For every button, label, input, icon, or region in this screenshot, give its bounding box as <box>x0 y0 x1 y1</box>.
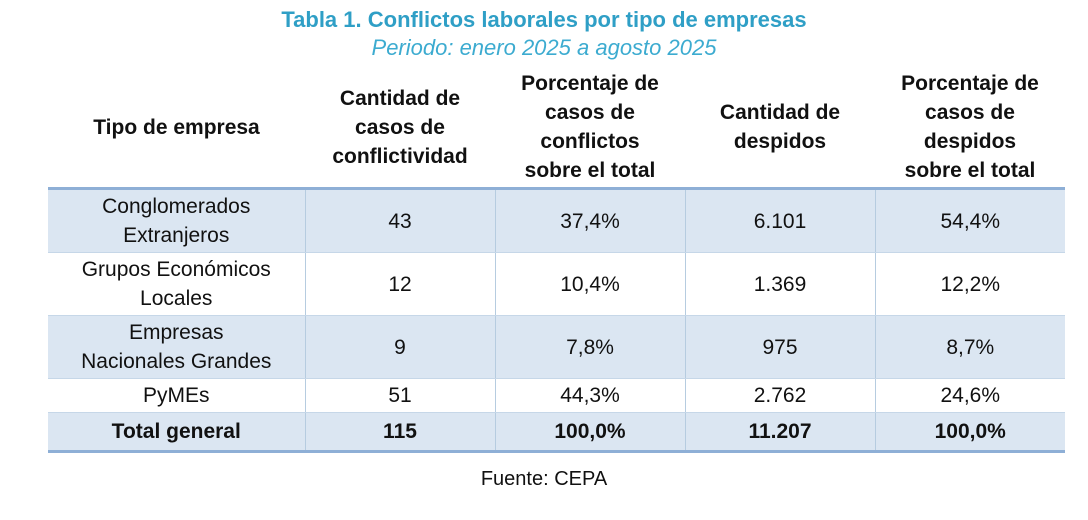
value-cell: 9 <box>305 315 496 379</box>
value-cell: 100,0% <box>875 412 1065 453</box>
source-note: Fuente: CEPA <box>480 468 608 490</box>
header-tipo-de-empresa: Tipo de empresa <box>48 67 305 189</box>
value-cell: 115 <box>305 412 496 453</box>
header-porcentaje-conflictos: Porcentaje de casos de conflictos sobre … <box>495 67 685 189</box>
value-cell: 8,7% <box>875 315 1065 379</box>
table-title: Tabla 1. Conflictos laborales por tipo d… <box>281 7 807 32</box>
total-row: Total general 115 100,0% 11.207 100,0% <box>48 412 1065 453</box>
row-label-cell: Conglomerados Extranjeros <box>48 187 306 253</box>
value-cell: 2.762 <box>685 378 876 413</box>
value-cell: 975 <box>685 315 876 379</box>
value-cell: 12,2% <box>875 252 1065 316</box>
header-row: Tipo de empresa Cantidad de casos de con… <box>48 67 1065 189</box>
row-label-cell: PyMEs <box>48 378 306 413</box>
table-row: Empresas Nacionales Grandes 9 7,8% 975 8,7% <box>48 315 1065 379</box>
row-label-cell: Empresas Nacionales Grandes <box>48 315 306 379</box>
row-label-cell: Total general <box>48 412 306 453</box>
value-cell: 43 <box>305 187 496 253</box>
data-table: Tipo de empresa Cantidad de casos de con… <box>48 67 1065 453</box>
value-cell: 37,4% <box>495 187 686 253</box>
table-body: Conglomerados Extranjeros 43 37,4% 6.101 54,… <box>48 187 1065 453</box>
table-row: Conglomerados Extranjeros 43 37,4% 6.101 54,… <box>48 187 1065 253</box>
value-cell: 44,3% <box>495 378 686 413</box>
value-cell: 100,0% <box>495 412 686 453</box>
header-porcentaje-despidos: Porcentaje de casos de despidos sobre el… <box>875 67 1065 189</box>
value-cell: 12 <box>305 252 496 316</box>
table-subtitle: Periodo: enero 2025 a agosto 2025 <box>371 35 717 60</box>
value-cell: 1.369 <box>685 252 876 316</box>
table-row: PyMEs 51 44,3% 2.762 24,6% <box>48 378 1065 413</box>
header-cantidad-despidos: Cantidad de despidos <box>685 67 875 189</box>
value-cell: 51 <box>305 378 496 413</box>
value-cell: 7,8% <box>495 315 686 379</box>
table-row: Grupos Económicos Locales 12 10,4% 1.369 12,… <box>48 252 1065 316</box>
header-cantidad-casos-conflictividad: Cantidad de casos de conflictividad <box>305 67 495 189</box>
value-cell: 54,4% <box>875 187 1065 253</box>
value-cell: 11.207 <box>685 412 876 453</box>
value-cell: 6.101 <box>685 187 876 253</box>
value-cell: 24,6% <box>875 378 1065 413</box>
value-cell: 10,4% <box>495 252 686 316</box>
row-label-cell: Grupos Económicos Locales <box>48 252 306 316</box>
